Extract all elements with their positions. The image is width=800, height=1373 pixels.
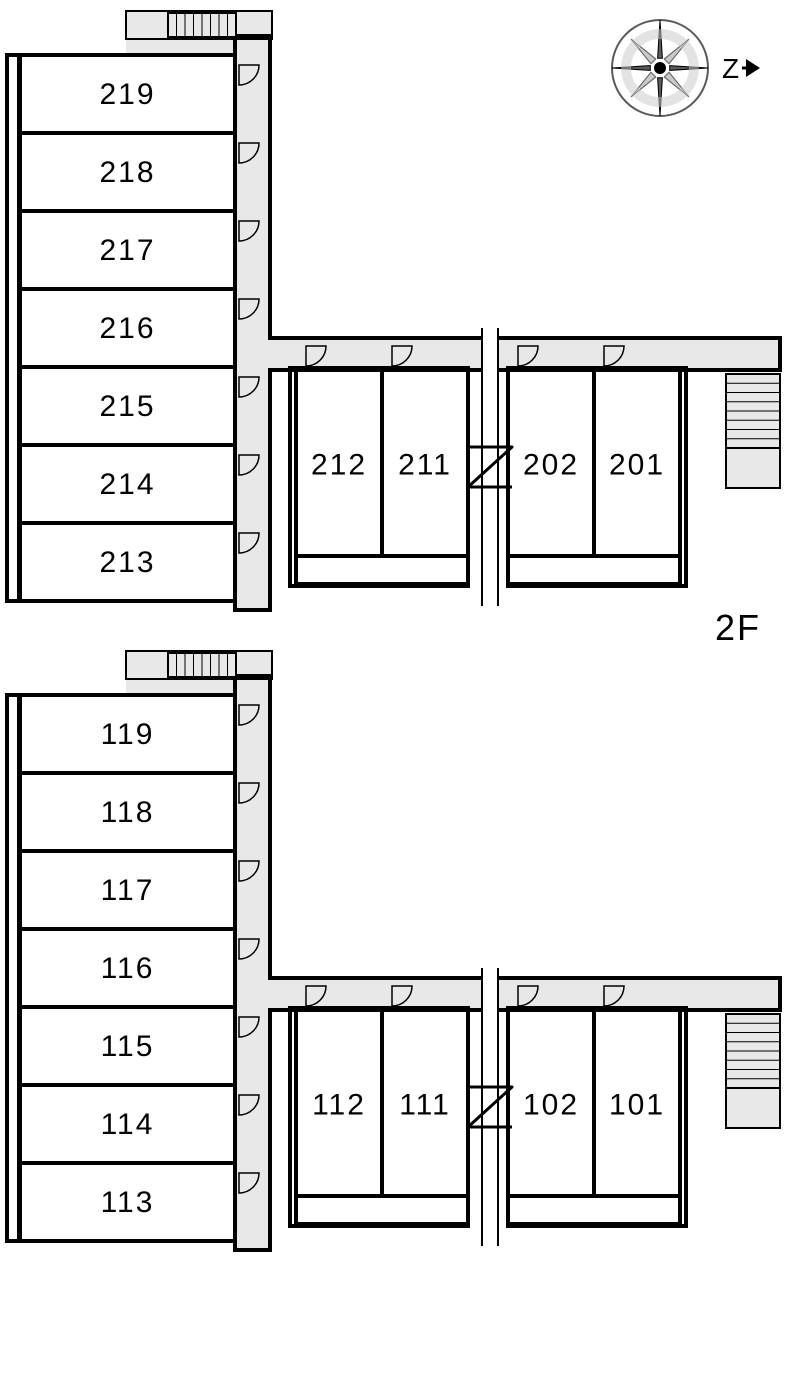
- room-number: 211: [398, 449, 452, 482]
- room-number: 202: [523, 449, 579, 482]
- room-216: 216: [20, 289, 259, 367]
- room-101: 101: [594, 986, 680, 1196]
- room-number: 114: [101, 1108, 155, 1141]
- room-number: 217: [99, 234, 155, 267]
- room-117: 117: [20, 851, 259, 929]
- floor-label: 2F: [715, 607, 761, 648]
- room-115: 115: [20, 1007, 259, 1085]
- room-number: 212: [311, 449, 367, 482]
- room-211: 211: [382, 346, 468, 556]
- room-219: 219: [20, 55, 259, 133]
- room-number: 111: [399, 1089, 451, 1122]
- room-number: 218: [99, 156, 155, 189]
- room-102: 102: [508, 986, 594, 1196]
- room-number: 213: [99, 546, 155, 579]
- room-214: 214: [20, 445, 259, 523]
- room-217: 217: [20, 211, 259, 289]
- room-number: 118: [101, 796, 155, 829]
- room-119: 119: [20, 695, 259, 773]
- room-201: 201: [594, 346, 680, 556]
- room-202: 202: [508, 346, 594, 556]
- room-number: 117: [101, 874, 155, 907]
- room-212: 212: [296, 346, 382, 556]
- room-number: 116: [101, 952, 155, 985]
- room-number: 115: [101, 1030, 155, 1063]
- room-number: 219: [99, 78, 155, 111]
- room-114: 114: [20, 1085, 259, 1163]
- room-number: 215: [99, 390, 155, 423]
- room-number: 119: [101, 718, 155, 751]
- room-number: 101: [609, 1089, 665, 1122]
- room-112: 112: [296, 986, 382, 1196]
- room-215: 215: [20, 367, 259, 445]
- room-number: 112: [312, 1089, 366, 1122]
- room-213: 213: [20, 523, 259, 601]
- room-number: 216: [99, 312, 155, 345]
- room-111: 111: [382, 986, 468, 1196]
- room-number: 102: [523, 1089, 579, 1122]
- room-116: 116: [20, 929, 259, 1007]
- room-113: 113: [20, 1163, 259, 1241]
- room-number: 201: [609, 449, 665, 482]
- room-218: 218: [20, 133, 259, 211]
- room-number: 214: [99, 468, 155, 501]
- room-118: 118: [20, 773, 259, 851]
- room-number: 113: [101, 1186, 155, 1219]
- compass-label: Z: [722, 53, 739, 84]
